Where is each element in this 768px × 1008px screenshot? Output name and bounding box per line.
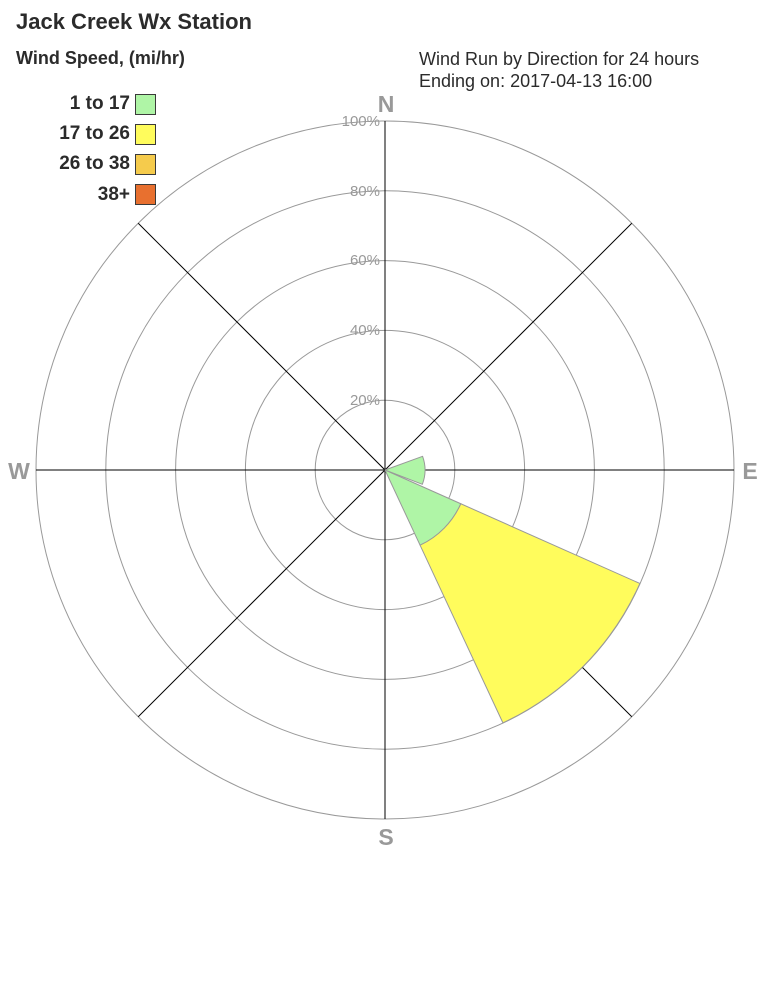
- svg-text:100%: 100%: [342, 113, 380, 130]
- svg-text:80%: 80%: [350, 183, 380, 200]
- svg-text:20%: 20%: [350, 392, 380, 409]
- svg-text:W: W: [8, 458, 30, 484]
- svg-text:S: S: [378, 824, 393, 850]
- svg-text:N: N: [378, 91, 395, 117]
- svg-text:40%: 40%: [350, 322, 380, 339]
- svg-text:60%: 60%: [350, 252, 380, 269]
- svg-text:E: E: [742, 458, 757, 484]
